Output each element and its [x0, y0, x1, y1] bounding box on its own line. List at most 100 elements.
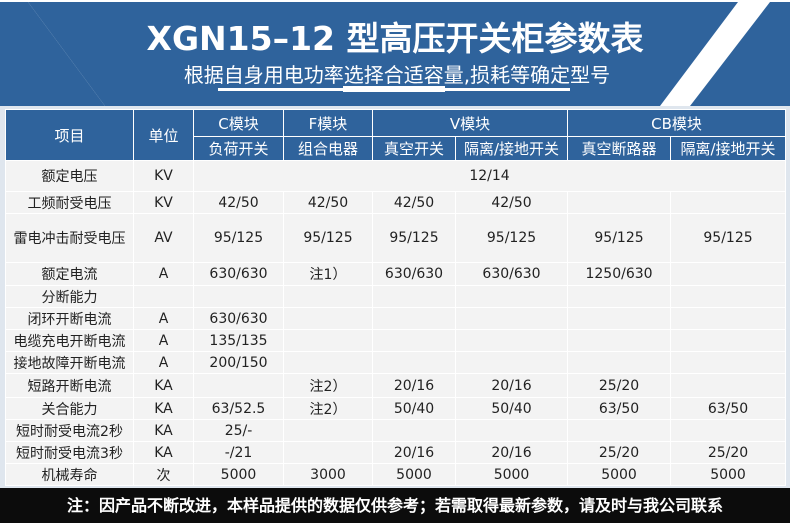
- cell-value: [670, 262, 787, 286]
- row-unit: A: [133, 351, 194, 374]
- header-unit: 单位: [133, 109, 194, 161]
- row-unit: AV: [133, 213, 194, 263]
- table-row: 闭环开断电流 A 630/630: [5, 307, 787, 330]
- cell-value: 5000: [372, 463, 456, 486]
- cell-value: [283, 329, 373, 352]
- cell-value: 95/125: [372, 213, 456, 263]
- cell-value: [454, 329, 569, 352]
- cell-value: 135/135: [193, 329, 284, 352]
- cell-value: [670, 373, 787, 398]
- row-label: 短时耐受电流2秒: [5, 419, 134, 442]
- cell-value: 630/630: [372, 262, 456, 286]
- cell-value: 630/630: [454, 262, 569, 286]
- cell-value: 95/125: [454, 213, 569, 263]
- cell-value: [454, 419, 569, 442]
- row-unit: KA: [133, 419, 194, 442]
- table-row: 工频耐受电压 KV 42/50 42/50 42/50 42/50: [5, 191, 787, 214]
- cell-value: [283, 419, 373, 442]
- cell-value: [567, 419, 672, 442]
- row-label: 短路开断电流: [5, 373, 134, 398]
- cell-value: 注1）: [283, 262, 373, 286]
- cell-value: 20/16: [372, 373, 456, 398]
- table-row: 雷电冲击耐受电压 AV 95/125 95/125 95/125 95/125 95/125…: [5, 213, 787, 263]
- row-label: 额定电压: [5, 160, 134, 192]
- cell-value: [283, 307, 373, 330]
- cell-value: 630/630: [193, 307, 284, 330]
- cell-value: 63/52.5: [193, 397, 284, 420]
- cell-value: [193, 373, 284, 398]
- table-row: 额定电压 KV 12/14: [5, 160, 787, 192]
- row-label: 闭环开断电流: [5, 307, 134, 330]
- cell-value: 1250/630: [567, 262, 672, 286]
- cell-value: [567, 307, 672, 330]
- table-row: 机械寿命次 5000 3000 5000 5000 5000 5000: [5, 463, 787, 486]
- cell-value: 25/20: [567, 441, 672, 464]
- row-label: 雷电冲击耐受电压: [5, 213, 134, 263]
- cell-value: [454, 285, 569, 308]
- header-group: C模块: [193, 109, 284, 137]
- title-banner: XGN15–12 型高压开关柜参数表 根据自身用电功率选择合适容量,损耗等确定型…: [0, 0, 790, 106]
- table-row: 分断能力: [5, 285, 787, 308]
- cell-value: 20/16: [454, 441, 569, 464]
- cell-value: 50/40: [372, 397, 456, 420]
- cell-value: 95/125: [567, 213, 672, 263]
- table-row: 关合能力 KA 63/52.5 注2） 50/40 50/40 63/50 63/50: [5, 397, 787, 420]
- row-label: 电缆充电开断电流: [5, 329, 134, 352]
- row-label: 短时耐受电流3秒: [5, 441, 134, 464]
- page-title: XGN15–12 型高压开关柜参数表: [146, 19, 644, 58]
- cell-value: -/21: [193, 441, 284, 464]
- cell-value: [567, 285, 672, 308]
- cell-value: 5000: [193, 463, 284, 486]
- parameter-table-area: 项目 单位 C模块 F模块 V模块 CB模块 负荷开关 组合电器 真空开关 隔离…: [0, 106, 790, 488]
- row-unit: KV: [133, 191, 194, 214]
- row-unit: [133, 285, 194, 308]
- cell-value: 95/125: [283, 213, 373, 263]
- header-sub: 真空断路器: [567, 136, 672, 161]
- cell-value: [193, 285, 284, 308]
- cell-value: [372, 419, 456, 442]
- cell-value: 25/20: [670, 441, 787, 464]
- cell-value: 50/40: [454, 397, 569, 420]
- table-row: 短路开断电流 KA 注2） 20/16 20/16 25/20: [5, 373, 787, 398]
- cell-value: [372, 351, 456, 374]
- header-sub: 隔离/接地开关: [454, 136, 569, 161]
- cell-value: [670, 285, 787, 308]
- header-sub: 真空开关: [372, 136, 456, 161]
- cell-value: [283, 285, 373, 308]
- cell-value: 25/-: [193, 419, 284, 442]
- cell-value: [567, 191, 672, 214]
- cell-value: 注2）: [283, 397, 373, 420]
- cell-value: [670, 307, 787, 330]
- cell-value: [372, 329, 456, 352]
- row-unit: KA: [133, 441, 194, 464]
- cell-value: 25/20: [567, 373, 672, 398]
- header-item: 项目: [5, 109, 134, 161]
- cell-value: [567, 351, 672, 374]
- cell-value: 12/14: [192, 160, 787, 192]
- row-label: 机械寿命: [5, 463, 134, 486]
- cell-value: 42/50: [372, 191, 456, 214]
- cell-value: 630/630: [193, 262, 284, 286]
- cell-value: 20/16: [372, 441, 456, 464]
- cell-value: [454, 351, 569, 374]
- row-label: 分断能力: [5, 285, 134, 308]
- cell-value: 200/150: [193, 351, 284, 374]
- cell-value: [670, 329, 787, 352]
- cell-value: 20/16: [454, 373, 569, 398]
- footer-note: 注：因产品不断改进，本样品提供的数据仅供参考；若需取得最新参数，请及时与我公司联…: [0, 488, 790, 523]
- row-label: 工频耐受电压: [5, 191, 134, 214]
- cell-value: 5000: [567, 463, 672, 486]
- cell-value: 5000: [454, 463, 569, 486]
- row-unit: KV: [133, 160, 194, 192]
- cell-value: 42/50: [283, 191, 373, 214]
- row-unit: KA: [133, 373, 194, 398]
- cell-value: 3000: [283, 463, 373, 486]
- cell-value: [283, 351, 373, 374]
- table-row: 短时耐受电流2秒 KA 25/-: [5, 419, 787, 442]
- header-group: V模块: [371, 109, 569, 137]
- header-sub: 组合电器: [283, 136, 373, 161]
- cell-value: 63/50: [670, 397, 787, 420]
- row-unit: A: [133, 329, 194, 352]
- header-group: CB模块: [567, 109, 787, 137]
- header-sub: 隔离/接地开关: [670, 136, 787, 161]
